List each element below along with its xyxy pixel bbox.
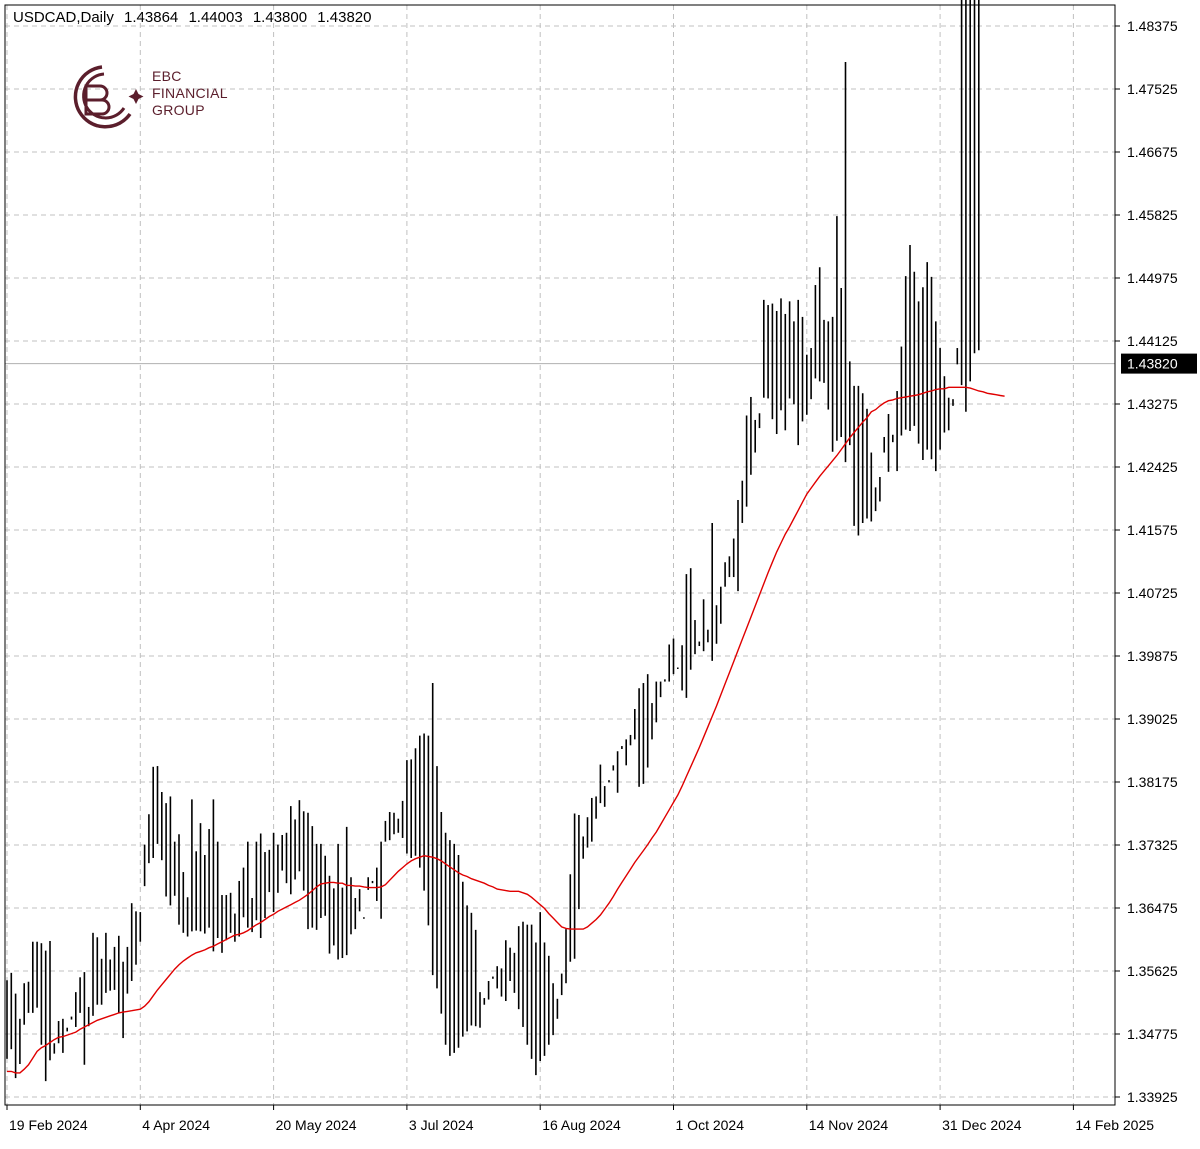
moving-average-line [7, 386, 1005, 1074]
y-tick-label: 1.39875 [1127, 648, 1178, 664]
y-tick-label: 1.46675 [1127, 144, 1178, 160]
high-value: 1.44003 [188, 9, 243, 26]
logo-line-2: FINANCIAL [152, 85, 228, 101]
y-tick-label: 1.44125 [1127, 333, 1178, 349]
x-tick-label: 4 Apr 2024 [142, 1117, 210, 1133]
y-tick-label: 1.44975 [1127, 270, 1178, 286]
current-price-tag: 1.43820 [1121, 353, 1197, 374]
open-value: 1.43864 [124, 9, 179, 26]
chart-header: USDCAD,Daily 1.43864 1.44003 1.43800 1.4… [13, 9, 377, 26]
close-value: 1.43820 [317, 9, 372, 26]
y-tick-label: 1.48375 [1127, 18, 1178, 34]
ebc-logo-icon [73, 65, 144, 129]
logo-line-3: GROUP [152, 102, 205, 118]
current-price-label: 1.43820 [1127, 356, 1178, 372]
x-tick-label: 16 Aug 2024 [542, 1117, 621, 1133]
logo-line-1: EBC [152, 68, 182, 84]
symbol-label: USDCAD,Daily [13, 9, 114, 26]
y-tick-label: 1.34775 [1127, 1026, 1178, 1042]
y-tick-label: 1.41575 [1127, 522, 1178, 538]
x-tick-label: 31 Dec 2024 [942, 1117, 1022, 1133]
y-tick-label: 1.47525 [1127, 81, 1178, 97]
y-tick-label: 1.45825 [1127, 207, 1178, 223]
x-tick-label: 14 Feb 2025 [1075, 1117, 1154, 1133]
low-value: 1.43800 [252, 9, 308, 26]
y-tick-label: 1.42425 [1127, 459, 1178, 475]
y-tick-label: 1.39025 [1127, 711, 1178, 727]
y-tick-label: 1.38175 [1127, 774, 1178, 790]
ohlc-bars [6, 0, 980, 1082]
y-tick-label: 1.37325 [1127, 837, 1178, 853]
y-tick-label: 1.36475 [1127, 900, 1178, 916]
grid-lines [5, 5, 1115, 1105]
y-tick-label: 1.33925 [1127, 1089, 1178, 1105]
x-tick-label: 19 Feb 2024 [9, 1117, 88, 1133]
logo-text: EBC FINANCIAL GROUP [152, 68, 228, 119]
x-tick-label: 1 Oct 2024 [676, 1117, 745, 1133]
y-tick-label: 1.35625 [1127, 963, 1178, 979]
x-tick-label: 3 Jul 2024 [409, 1117, 474, 1133]
x-axis-labels: 19 Feb 2024 4 Apr 2024 20 May 2024 3 Jul 20… [6, 1105, 1154, 1133]
y-tick-label: 1.40725 [1127, 585, 1178, 601]
x-tick-label: 14 Nov 2024 [809, 1117, 889, 1133]
y-axis: 1.48375 1.47525 1.46675 1.45825 1.44975 1.441… [1115, 18, 1178, 1105]
x-tick-label: 20 May 2024 [276, 1117, 357, 1133]
ebc-logo: EBC FINANCIAL GROUP [64, 62, 264, 132]
y-tick-label: 1.43275 [1127, 396, 1178, 412]
